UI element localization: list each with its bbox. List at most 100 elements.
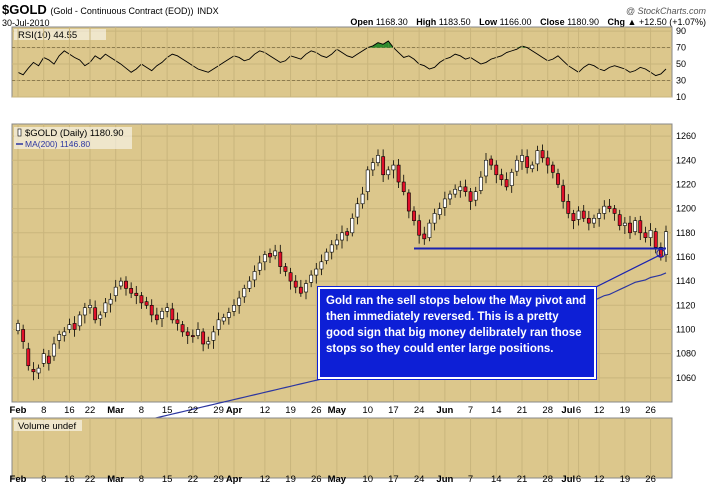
candle-down [278,251,283,267]
candle-down [170,308,175,321]
x-tick-label: 17 [388,405,399,416]
candle-down [550,164,555,173]
candle-down [612,208,617,214]
candle-up [370,162,375,171]
candle-up [262,254,267,263]
x-tick-label: 12 [594,405,605,416]
x-tick-label: 22 [85,474,96,485]
candle-up [391,164,396,171]
chg-value: +12.50 (+1.07%) [638,17,706,27]
rsi-tick-label: 30 [676,76,686,86]
x-tick-label: 26 [645,405,656,416]
rsi-overbought-fill [378,42,384,48]
low-value: 1166.00 [499,17,532,27]
candle-down [31,369,36,373]
chart-date: 30-Jul-2010 [2,18,50,28]
x-tick-label: 26 [311,474,322,485]
candle-up [314,268,319,276]
x-tick-label: 29 [213,405,224,416]
price-tick-label: 1100 [676,324,695,334]
stockcharts-logo: @ StockCharts.com [625,6,706,16]
price-tick-label: 1200 [676,204,696,214]
x-tick-label: Jun [436,474,453,485]
candle-up [329,244,334,253]
candle-up [386,169,391,176]
exchange: INDX [197,6,219,16]
candle-down [525,156,530,168]
candle-up [206,341,211,345]
price-tick-label: 1080 [676,349,696,359]
candle-down [288,272,293,282]
x-tick-label: Jul [561,474,575,485]
rsi-tick-label: 70 [676,43,686,53]
candle-down [406,192,411,212]
candle-down [381,156,386,176]
price-tick-label: 1140 [676,276,695,286]
x-tick-label: 26 [311,405,322,416]
candle-down [129,288,134,294]
price-tick-label: 1260 [676,131,696,141]
candle-down [561,185,566,202]
candle-up [664,231,668,255]
candle-up [597,213,602,219]
price-tick-label: 1220 [676,179,696,189]
candle-up [247,280,252,289]
x-tick-label: 22 [188,474,199,485]
rsi-legend-bg [14,29,106,40]
candle-down [417,220,422,236]
candle-up [103,302,108,313]
candle-up [108,298,113,305]
candle-up [622,222,627,226]
candle-down [190,335,195,338]
x-tick-label: 14 [491,405,502,416]
rsi-tick-label: 50 [676,59,686,69]
candle-up [514,159,519,172]
x-tick-label: 21 [517,474,528,485]
candle-up [360,193,365,205]
low-label: Low [479,17,498,27]
candle-up [442,198,447,208]
x-tick-label: 24 [414,474,425,485]
candle-up [319,261,324,270]
x-tick-label: 17 [388,474,399,485]
x-tick-label: 24 [414,405,425,416]
candle-down [638,220,643,234]
candle-up [365,169,370,192]
pivot-marker [656,248,666,258]
candle-down [293,280,298,288]
candle-down [617,214,622,226]
candle-down [201,331,206,345]
candle-up [82,307,87,316]
symbol-description: (Gold - Continuous Contract (EOD)) [50,6,194,16]
chart-symbol-title: $GOLD (Gold - Continuous Contract (EOD))… [2,2,219,17]
x-tick-label: 6 [576,405,581,416]
up-arrow-icon: ▲ [627,17,637,27]
volume-legend-bg [14,420,82,431]
close-label: Close [540,17,565,27]
candle-up [16,323,20,331]
candle-up [576,210,581,220]
candle-down [396,164,401,183]
candle-up [226,312,231,318]
candle-up [350,217,355,234]
candle-up [52,343,56,357]
candle-up [36,367,41,374]
candle-down [581,210,586,219]
candle-up [196,329,200,336]
candle-down [46,355,51,364]
x-tick-label: 16 [64,474,75,485]
x-tick-label: Jul [561,405,575,416]
rsi-overbought-fill [383,41,389,48]
candle-up [432,213,437,224]
x-tick-label: 22 [188,405,199,416]
open-label: Open [350,17,374,27]
x-tick-label: 8 [41,474,46,485]
candle-down [180,324,185,333]
candle-down [72,323,77,330]
annotation-callout: Gold ran the sell stops below the May pi… [318,287,596,379]
candle-down [283,266,288,272]
candle-up [242,288,247,298]
candle-up [458,186,463,191]
x-tick-label: 21 [517,405,528,416]
candle-down [21,329,26,342]
